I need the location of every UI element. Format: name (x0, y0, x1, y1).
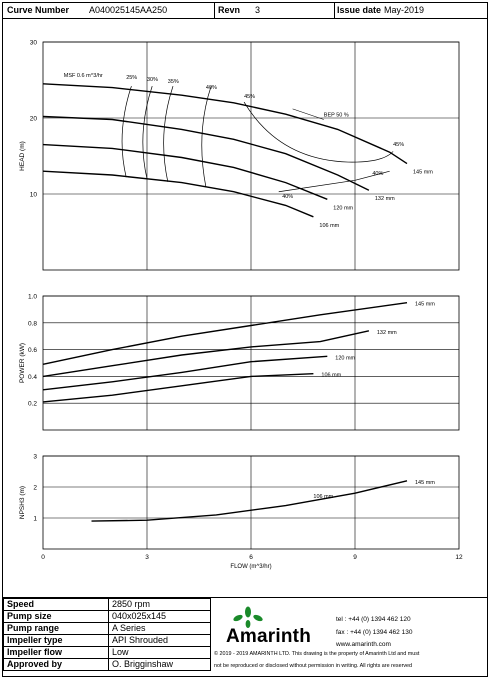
issue-date: May-2019 (384, 5, 425, 15)
iso-efficiency-line-45 (243, 101, 394, 163)
y-tick-label: 0.2 (28, 401, 37, 408)
curve-number-label: Curve Number (7, 5, 70, 15)
y-tick-label: 2 (33, 485, 37, 492)
iso-efficiency-line-40 (278, 170, 390, 193)
table-row: Impeller type API Shrouded (3, 634, 211, 647)
y-tick-label: 0.6 (28, 347, 37, 354)
website-text: www.amarinth.com (336, 641, 391, 648)
series-line-145-mm (42, 302, 408, 365)
npsh-mid-label: 106 mm (313, 494, 333, 500)
x-tick-label: 12 (455, 554, 463, 561)
y-axis-label: NPSH3 (m) (19, 486, 26, 519)
table-row: Pump size 040x025x145 (3, 610, 211, 623)
series-label: 145 mm (415, 480, 435, 486)
iso-efficiency-line (142, 85, 153, 179)
table-row: Impeller flow Low (3, 646, 211, 659)
revn-value: 3 (255, 5, 261, 15)
curve-number: A040025145AA250 (89, 5, 168, 15)
y-tick-label: 0.4 (28, 374, 37, 381)
impeller-flow-value: Low (108, 646, 211, 659)
bep-leader-line (292, 108, 324, 120)
y-tick-label: 30 (30, 40, 38, 47)
iso-efficiency-line (121, 85, 132, 178)
tel-text: tel : +44 (0) 1394 462 120 (336, 616, 411, 623)
pump-range-label: Pump range (3, 622, 109, 635)
pump-size-value: 040x025x145 (108, 610, 211, 623)
series-label: 106 mm (319, 223, 339, 229)
y-tick-label: 20 (30, 116, 38, 123)
impeller-type-value: API Shrouded (108, 634, 211, 647)
iso-efficiency-line (163, 85, 174, 182)
footer: Speed 2850 rpm Pump size 040x025x145 Pump … (2, 597, 488, 677)
efficiency-label: 45% (244, 94, 255, 100)
approved-by-value: O. Brigginshaw (108, 658, 211, 671)
series-line-106-mm (42, 170, 314, 218)
series-label: 145 mm (415, 302, 435, 308)
series-label: 132 mm (375, 196, 395, 202)
series-line-120-mm (42, 355, 328, 391)
series-label: 120 mm (333, 205, 353, 211)
efficiency-label: 25% (126, 75, 137, 81)
series-line-106-mm (42, 373, 314, 403)
x-tick-label: 3 (145, 554, 149, 561)
x-axis-label: FLOW (m^3/hr) (230, 564, 271, 570)
amarinth-leaf-logo-icon (233, 606, 263, 628)
efficiency-label: 40% (206, 85, 217, 91)
issue-date-label: Issue date (337, 5, 382, 15)
efficiency-label: 40% (282, 194, 293, 200)
msf-label: MSF 0.6 m^3/hr (64, 73, 103, 79)
series-label: 145 mm (413, 170, 433, 176)
approved-by-label: Approved by (3, 658, 109, 671)
series-line-120-mm (42, 143, 328, 200)
series-line-132-mm (42, 115, 370, 191)
revn-label: Revn (218, 5, 241, 15)
fax-text: fax : +44 (0) 1394 462 130 (336, 629, 413, 636)
series-label: 106 mm (321, 373, 341, 379)
pump-range-value: A Series (108, 622, 211, 635)
efficiency-label: 30% (147, 77, 158, 83)
efficiency-label: 45% (393, 142, 404, 148)
x-tick-label: 9 (353, 554, 357, 561)
y-tick-label: 1.0 (28, 294, 37, 301)
iso-efficiency-line (201, 85, 212, 188)
y-axis-label: HEAD (m) (19, 141, 26, 171)
impeller-flow-label: Impeller flow (3, 646, 109, 659)
series-line-145-mm (91, 480, 408, 522)
series-line-132-mm (42, 330, 370, 378)
bep-label: BEP 50 % (324, 112, 349, 118)
efficiency-label: 35% (168, 79, 179, 85)
efficiency-label: 40% (372, 171, 383, 177)
speed-value: 2850 rpm (108, 598, 211, 611)
notice-text: not be reproduced or disclosed without p… (214, 663, 413, 669)
x-tick-label: 6 (249, 554, 253, 561)
series-label: 120 mm (335, 355, 355, 361)
pump-size-label: Pump size (3, 610, 109, 623)
y-tick-label: 1 (33, 516, 37, 523)
speed-label: Speed (3, 598, 109, 611)
header-bar: Curve Number A040025145AA250 Revn 3 Issu… (2, 2, 488, 19)
y-axis-label: POWER (kW) (19, 343, 26, 383)
copyright-text: © 2019 - 2019 AMARINTH LTD. This drawing… (214, 651, 420, 657)
x-tick-label: 0 (41, 554, 45, 561)
y-tick-label: 10 (30, 192, 38, 199)
y-tick-label: 0.8 (28, 320, 37, 327)
table-row: Speed 2850 rpm (3, 598, 211, 611)
y-tick-label: 3 (33, 454, 37, 461)
impeller-type-label: Impeller type (3, 634, 109, 647)
table-row: Approved by O. Brigginshaw (3, 658, 211, 671)
series-label: 132 mm (377, 330, 397, 336)
brand-name: Amarinth (226, 626, 311, 647)
table-row: Pump range A Series (3, 622, 211, 635)
series-line-145-mm (42, 83, 408, 165)
pump-info-table: Speed 2850 rpm Pump size 040x025x145 Pump … (3, 598, 211, 671)
